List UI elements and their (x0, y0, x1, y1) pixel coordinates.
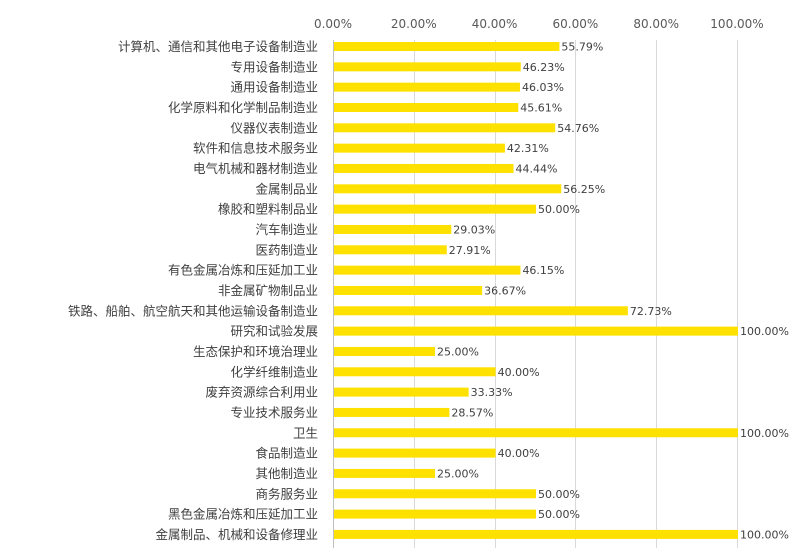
x-tick-label: 100.00% (710, 17, 763, 31)
x-tick-label: 20.00% (391, 17, 437, 31)
data-label: 36.67% (484, 284, 526, 297)
bar (334, 42, 560, 51)
bar (334, 367, 496, 377)
category-label: 软件和信息技术服务业 (193, 141, 318, 156)
data-labels: 55.79% 46.23% 46.03% 45.61% 54.76% 42.31% 44.4… (437, 41, 789, 542)
category-label: 橡胶和塑料制品业 (218, 202, 318, 217)
bar (334, 489, 536, 499)
data-label: 50.00% (538, 508, 580, 521)
x-tick-label: 60.00% (553, 17, 599, 31)
data-label: 25.00% (437, 467, 479, 480)
bar (334, 285, 483, 295)
category-label: 有色金属冶炼和压延加工业 (168, 263, 318, 278)
bar (334, 62, 521, 72)
category-label: 生态保护和环境治理业 (193, 344, 318, 359)
data-label: 72.73% (630, 305, 672, 318)
category-label: 研究和试验发展 (230, 324, 318, 339)
data-label: 54.76% (557, 122, 599, 135)
data-label: 44.44% (516, 162, 558, 175)
bar (334, 102, 519, 112)
bar (334, 224, 452, 234)
category-label: 黑色金属冶炼和压延加工业 (168, 507, 318, 522)
category-label: 仪器仪表制造业 (230, 120, 318, 135)
data-label: 100.00% (740, 325, 789, 338)
data-label: 100.00% (740, 427, 789, 440)
data-label: 33.33% (471, 386, 513, 399)
data-label: 100.00% (740, 528, 789, 541)
category-label: 通用设备制造业 (230, 80, 318, 95)
bars (334, 42, 738, 539)
category-label: 化学纤维制造业 (230, 364, 318, 379)
category-label: 金属制品、机械和设备修理业 (155, 527, 318, 542)
category-label: 卫生 (293, 425, 318, 440)
category-label: 其他制造业 (255, 466, 318, 481)
data-label: 25.00% (437, 345, 479, 358)
category-label: 商务服务业 (255, 486, 318, 501)
data-label: 46.03% (522, 81, 564, 94)
category-label: 食品制造业 (255, 446, 318, 461)
data-label: 42.31% (507, 142, 549, 155)
bar (334, 245, 447, 255)
x-tick-label: 40.00% (472, 17, 518, 31)
category-label: 废弃资源综合利用业 (205, 385, 318, 400)
category-label: 铁路、船舶、航空航天和其他运输设备制造业 (68, 303, 318, 318)
data-label: 27.91% (449, 244, 491, 257)
bar (334, 265, 521, 275)
category-label: 电气机械和器材制造业 (193, 161, 318, 176)
category-label: 金属制品业 (255, 181, 318, 196)
bar (334, 468, 435, 478)
data-label: 28.57% (451, 406, 493, 419)
bar (334, 387, 469, 397)
category-label: 计算机、通信和其他电子设备制造业 (118, 39, 318, 54)
data-label: 40.00% (498, 366, 540, 379)
bar (334, 123, 556, 133)
category-label: 化学原料和化学制品制造业 (168, 100, 318, 115)
bar (334, 306, 628, 316)
bar (334, 184, 562, 194)
bar (334, 82, 520, 92)
data-label: 50.00% (538, 203, 580, 216)
category-label: 专业技术服务业 (230, 405, 318, 420)
category-labels: 计算机、通信和其他电子设备制造业专用设备制造业通用设备制造业化学原料和化学制品制… (68, 39, 318, 542)
x-axis-ticks: 0.00% 20.00% 40.00% 60.00% 80.00% 100.00% (314, 17, 764, 31)
data-label: 46.15% (522, 264, 564, 277)
bar (334, 428, 738, 438)
x-tick-label: 80.00% (633, 17, 679, 31)
bar (334, 529, 738, 539)
category-label: 专用设备制造业 (230, 59, 318, 74)
data-label: 29.03% (453, 223, 495, 236)
bar (334, 346, 435, 356)
data-label: 46.23% (523, 61, 565, 74)
bar (334, 204, 536, 214)
bar (334, 448, 496, 458)
x-tick-label: 0.00% (314, 17, 352, 31)
category-label: 非金属矿物制品业 (218, 283, 318, 298)
bar (334, 407, 450, 417)
data-label: 50.00% (538, 488, 580, 501)
bar (334, 509, 536, 519)
data-label: 55.79% (561, 41, 603, 54)
bar (334, 163, 514, 173)
bar (334, 326, 738, 336)
bar (334, 143, 505, 153)
data-label: 56.25% (563, 183, 605, 196)
category-label: 医药制造业 (255, 242, 318, 257)
category-label: 汽车制造业 (255, 222, 318, 237)
data-label: 40.00% (498, 447, 540, 460)
data-label: 45.61% (520, 101, 562, 114)
